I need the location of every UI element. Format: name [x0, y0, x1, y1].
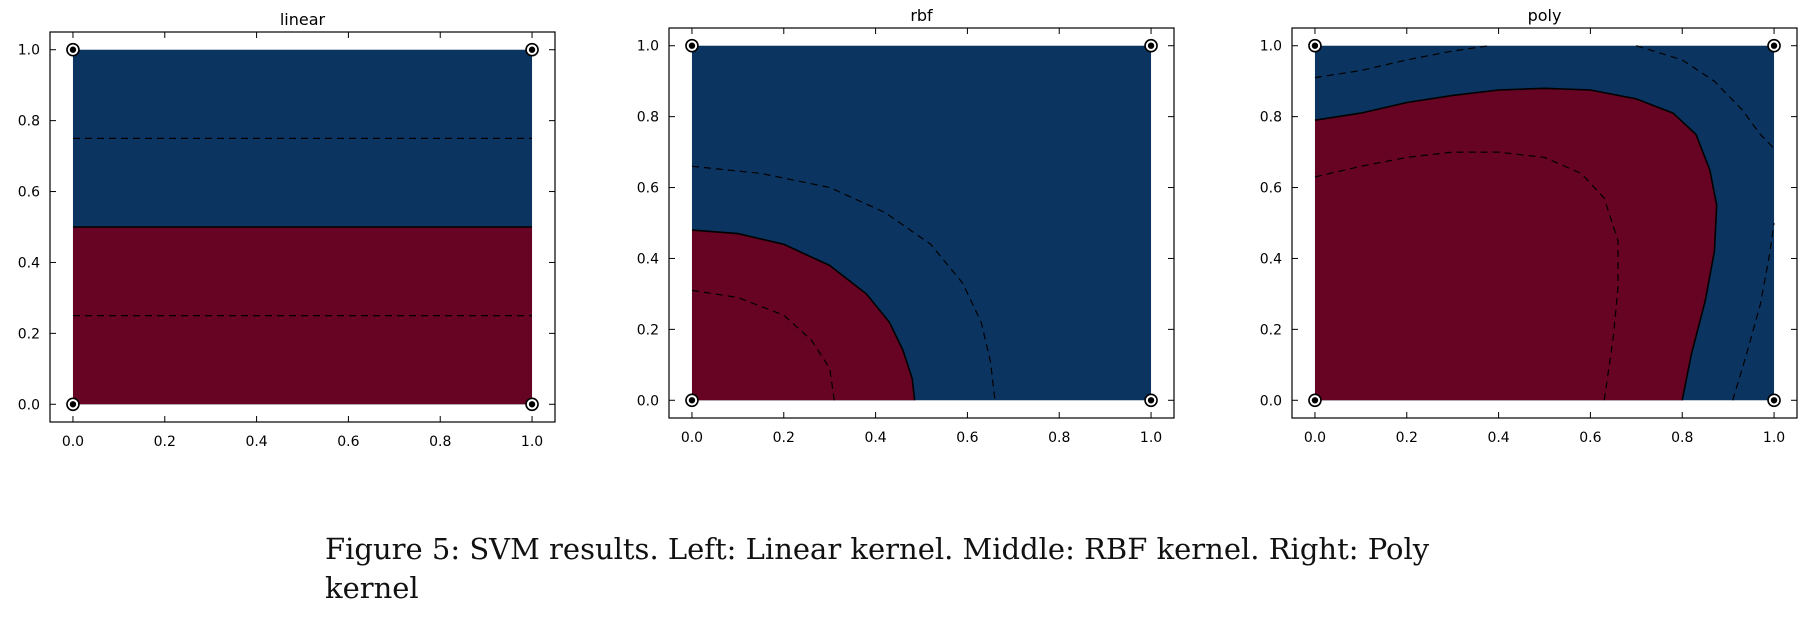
y-tick-label: 1.0 [1260, 39, 1282, 55]
red-region [1315, 88, 1717, 401]
figure-caption: Figure 5: SVM results. Left: Linear kern… [325, 530, 1465, 608]
red-region [692, 230, 915, 401]
y-tick-label: 0.0 [637, 393, 659, 409]
data-point-core [1147, 397, 1155, 404]
data-point-core [69, 46, 77, 53]
x-tick-label: 0.6 [337, 434, 359, 450]
data-point-core [1770, 42, 1778, 49]
data-point-core [1311, 397, 1319, 404]
y-tick-label: 0.6 [18, 185, 40, 201]
chart-title: rbf [910, 6, 933, 25]
y-tick-label: 0.0 [1260, 393, 1282, 409]
y-tick-label: 0.8 [637, 110, 659, 126]
y-tick-label: 0.0 [18, 397, 40, 413]
data-point-core [1311, 42, 1319, 49]
x-tick-label: 1.0 [1140, 430, 1162, 446]
y-tick-label: 0.8 [18, 114, 40, 130]
axes-frame [1291, 27, 1798, 419]
data-point-core [528, 401, 536, 408]
data-point-core [1770, 397, 1778, 404]
data-point-core [688, 42, 696, 49]
x-tick-label: 0.6 [1579, 430, 1601, 446]
y-tick-label: 1.0 [637, 39, 659, 55]
y-tick-label: 0.2 [18, 326, 40, 342]
margin-contour-0 [691, 165, 996, 401]
x-tick-label: 0.8 [1048, 430, 1070, 446]
data-point-core [528, 46, 536, 53]
chart-title: linear [280, 10, 326, 29]
chart-panel-linear: 0.0 0.2 0.4 0.6 0.8 1.0 0.0 0.2 0.4 0.6 0.8 1.0 line… [18, 10, 556, 450]
y-tick-label: 1.0 [18, 43, 40, 59]
x-tick-label: 0.8 [1671, 430, 1693, 446]
data-point-core [69, 401, 77, 408]
margin-contour-3 [1732, 222, 1775, 401]
y-tick-label: 0.2 [637, 322, 659, 338]
y-tick-label: 0.8 [1260, 110, 1282, 126]
x-tick-label: 0.0 [62, 434, 84, 450]
y-tick-label: 0.4 [1260, 251, 1282, 267]
decision-boundary [1314, 87, 1718, 401]
margin-contour-2 [1314, 151, 1619, 401]
margin-contour-1 [691, 289, 835, 401]
y-tick-label: 0.4 [637, 251, 659, 267]
axes-frame [49, 31, 556, 423]
x-tick-label: 0.6 [956, 430, 978, 446]
x-tick-label: 0.2 [1396, 430, 1418, 446]
x-tick-label: 0.2 [154, 434, 176, 450]
x-tick-label: 1.0 [521, 434, 543, 450]
x-tick-label: 0.0 [681, 430, 703, 446]
data-point-core [1147, 42, 1155, 49]
x-tick-label: 0.4 [864, 430, 886, 446]
x-tick-label: 0.4 [1487, 430, 1509, 446]
decision-boundary [691, 229, 916, 401]
y-tick-label: 0.2 [1260, 322, 1282, 338]
x-tick-label: 0.0 [1304, 430, 1326, 446]
caption-line-1: Figure 5: SVM results. Left: Linear kern… [325, 532, 1430, 566]
x-tick-label: 0.4 [245, 434, 267, 450]
axes-frame [668, 27, 1175, 419]
x-tick-label: 0.8 [429, 434, 451, 450]
svm-figure: 0.0 0.2 0.4 0.6 0.8 1.0 0.0 0.2 0.4 0.6 0.8 1.0 line… [18, 6, 1798, 450]
margin-contour-1 [1636, 45, 1775, 149]
x-tick-label: 1.0 [1763, 430, 1785, 446]
data-point-core [688, 397, 696, 404]
margin-contour-0 [1314, 45, 1490, 79]
chart-panel-poly: 0.0 0.2 0.4 0.6 0.8 1.0 0.0 0.2 0.4 0.6 0.8 1.0 poly [1260, 6, 1798, 446]
y-tick-label: 0.4 [18, 255, 40, 271]
caption-line-2: kernel [325, 571, 419, 605]
y-tick-label: 0.6 [637, 181, 659, 197]
x-tick-label: 0.2 [773, 430, 795, 446]
chart-panel-rbf: 0.0 0.2 0.4 0.6 0.8 1.0 0.0 0.2 0.4 0.6 0.8 1.0 rbf [637, 6, 1175, 446]
chart-title: poly [1528, 6, 1562, 25]
y-tick-label: 0.6 [1260, 181, 1282, 197]
